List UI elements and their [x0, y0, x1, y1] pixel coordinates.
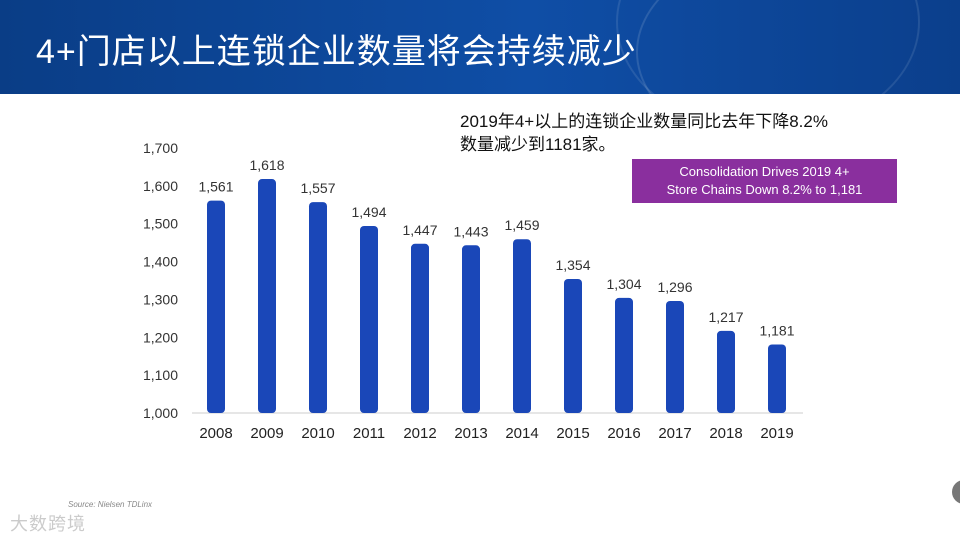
data-label: 1,618 [249, 157, 284, 173]
data-label: 1,354 [555, 257, 590, 273]
summary-note-line-2: 数量减少到1181家。 [460, 135, 616, 154]
bar [462, 245, 480, 413]
x-tick-label: 2011 [353, 425, 385, 442]
bar [768, 344, 786, 413]
bar [615, 297, 633, 413]
data-label: 1,181 [759, 322, 794, 338]
bar [666, 300, 684, 413]
bar [360, 225, 378, 413]
x-tick-label: 2019 [760, 425, 793, 442]
consolidation-badge: Consolidation Drives 2019 4+ Store Chain… [632, 159, 897, 203]
x-tick-label: 2009 [250, 425, 283, 442]
y-tick-label: 1,000 [143, 405, 178, 421]
title-banner: 4+门店以上连锁企业数量将会持续减少 [0, 0, 960, 94]
x-tick-label: 2013 [454, 425, 487, 442]
x-tick-label: 2014 [505, 425, 538, 442]
data-label: 1,443 [453, 223, 488, 239]
data-label: 1,217 [708, 309, 743, 325]
y-tick-label: 1,200 [143, 329, 178, 345]
y-tick-label: 1,400 [143, 254, 178, 270]
y-tick-label: 1,700 [143, 140, 178, 156]
summary-note: 2019年4+以上的连锁企业数量同比去年下降8.2% 数量减少到1181家。 [460, 110, 828, 156]
x-tick-label: 2016 [607, 425, 640, 442]
x-tick-label: 2008 [199, 425, 232, 442]
data-label: 1,557 [300, 180, 335, 196]
bar [309, 202, 327, 413]
badge-line-2: Store Chains Down 8.2% to 1,181 [666, 182, 863, 197]
x-tick-label: 2012 [403, 425, 436, 442]
bar [717, 330, 735, 413]
bar [258, 179, 276, 413]
page-title: 4+门店以上连锁企业数量将会持续减少 [36, 33, 637, 71]
watermark: 大数跨境 [10, 514, 86, 534]
x-tick-label: 2018 [709, 425, 742, 442]
data-label: 1,494 [351, 204, 386, 220]
data-label: 1,459 [504, 217, 539, 233]
badge-line-1: Consolidation Drives 2019 4+ [679, 164, 850, 179]
x-tick-label: 2017 [658, 425, 691, 442]
bar [513, 239, 531, 413]
data-label: 1,561 [198, 179, 233, 195]
data-label: 1,447 [402, 222, 437, 238]
y-tick-label: 1,600 [143, 178, 178, 194]
summary-note-line-1: 2019年4+以上的连锁企业数量同比去年下降8.2% [460, 112, 828, 131]
x-tick-label: 2015 [556, 425, 589, 442]
bar [411, 243, 429, 413]
data-label: 1,296 [657, 279, 692, 295]
data-label: 1,304 [606, 276, 641, 292]
bar [564, 278, 582, 413]
scroll-indicator[interactable] [952, 480, 960, 504]
y-tick-label: 1,300 [143, 291, 178, 307]
source-note: Source: Nielsen TDLinx [68, 500, 153, 509]
y-tick-label: 1,100 [143, 367, 178, 383]
bar [207, 200, 225, 413]
x-tick-label: 2010 [301, 425, 334, 442]
y-tick-label: 1,500 [143, 216, 178, 232]
